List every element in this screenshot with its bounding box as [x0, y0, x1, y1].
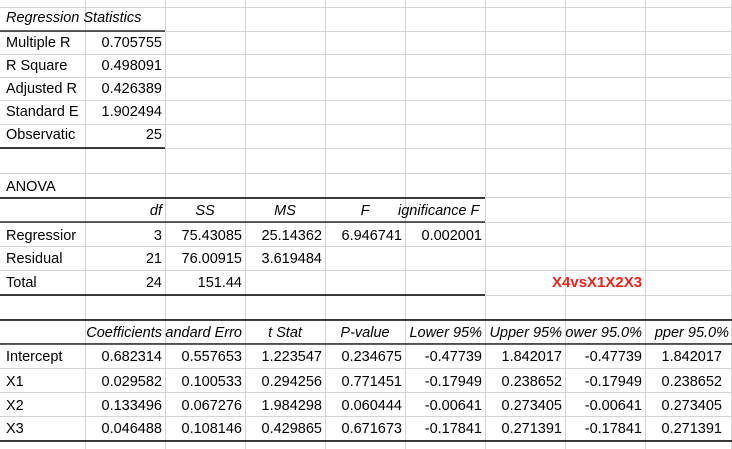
coef-cell[interactable]: 0.067276 [181, 398, 242, 414]
coef-header-lower-95[interactable]: Lower 95% [409, 325, 482, 341]
coef-cell[interactable]: 0.100533 [181, 374, 242, 390]
coef-cell[interactable]: -0.17949 [424, 374, 482, 390]
anova-header-significance-f[interactable]: ignificance F [398, 203, 480, 219]
anova-header-f[interactable]: F [360, 203, 370, 219]
coef-cell[interactable]: 0.238652 [501, 374, 562, 390]
coef-cell[interactable]: -0.00641 [584, 398, 642, 414]
stat-value-observations[interactable]: 25 [145, 127, 162, 143]
coef-cell[interactable]: 0.671673 [341, 421, 402, 437]
coef-cell[interactable]: 0.238652 [661, 374, 722, 390]
anova-total-df[interactable]: 24 [145, 275, 162, 291]
anova-regression-significance-f[interactable]: 0.002001 [421, 228, 482, 244]
stat-label-adjusted-r[interactable]: Adjusted R [6, 81, 77, 97]
stat-label-standard-error[interactable]: Standard E [6, 104, 79, 120]
anova-total-ss[interactable]: 151.44 [197, 275, 242, 291]
coef-label-intercept[interactable]: Intercept [6, 349, 63, 365]
coef-cell[interactable]: 0.273405 [501, 398, 562, 414]
coef-cell[interactable]: 0.271391 [501, 421, 562, 437]
stat-value-standard-error[interactable]: 1.902494 [101, 104, 162, 120]
stat-label-multiple-r[interactable]: Multiple R [6, 35, 71, 51]
coef-cell[interactable]: -0.17841 [584, 421, 642, 437]
anova-regression-f[interactable]: 6.946741 [341, 228, 402, 244]
stat-value-multiple-r[interactable]: 0.705755 [101, 35, 162, 51]
coef-header-t-stat[interactable]: t Stat [268, 325, 302, 341]
coef-cell[interactable]: 0.133496 [101, 398, 162, 414]
coef-header-standard-error[interactable]: andard Erro [165, 325, 242, 341]
coef-cell[interactable]: 0.294256 [261, 374, 322, 390]
coef-cell[interactable]: 0.271391 [661, 421, 722, 437]
anova-title[interactable]: ANOVA [6, 179, 56, 195]
coef-label-x3[interactable]: X3 [6, 421, 24, 437]
coef-cell[interactable]: 0.771451 [341, 374, 402, 390]
stat-label-observations[interactable]: Observatic [6, 127, 76, 143]
coef-cell[interactable]: 0.557653 [181, 349, 242, 365]
coef-cell[interactable]: -0.47739 [584, 349, 642, 365]
coef-label-x2[interactable]: X2 [6, 398, 24, 414]
coef-cell[interactable]: -0.17949 [584, 374, 642, 390]
model-label[interactable]: X4vsX1X2X3 [552, 274, 643, 291]
coef-header-upper-95-0[interactable]: pper 95.0% [654, 325, 729, 341]
coef-cell[interactable]: 1.842017 [661, 349, 722, 365]
coef-cell[interactable]: 1.842017 [501, 349, 562, 365]
coef-label-x1[interactable]: X1 [6, 374, 24, 390]
coef-cell[interactable]: 0.060444 [341, 398, 402, 414]
coef-cell[interactable]: 0.029582 [101, 374, 162, 390]
coef-cell[interactable]: 0.046488 [101, 421, 162, 437]
coef-cell[interactable]: -0.47739 [424, 349, 482, 365]
coef-cell[interactable]: 0.429865 [261, 421, 322, 437]
anova-header-ss[interactable]: SS [195, 203, 215, 219]
anova-residual-ms[interactable]: 3.619484 [261, 251, 322, 267]
coef-header-lower-95-0[interactable]: ower 95.0% [565, 325, 642, 341]
coef-header-coefficients[interactable]: Coefficients [86, 325, 162, 341]
anova-label-total[interactable]: Total [6, 275, 37, 291]
anova-header-ms[interactable]: MS [274, 203, 296, 219]
coef-cell[interactable]: 0.234675 [341, 349, 402, 365]
stat-label-r-square[interactable]: R Square [6, 58, 68, 74]
anova-residual-df[interactable]: 21 [145, 251, 162, 267]
anova-label-residual[interactable]: Residual [6, 251, 63, 267]
anova-regression-ss[interactable]: 75.43085 [181, 228, 242, 244]
coef-cell[interactable]: 0.682314 [101, 349, 162, 365]
stat-value-adjusted-r[interactable]: 0.426389 [101, 81, 162, 97]
coef-cell[interactable]: -0.17841 [424, 421, 482, 437]
coef-cell[interactable]: 0.108146 [181, 421, 242, 437]
anova-regression-df[interactable]: 3 [153, 228, 162, 244]
coef-cell[interactable]: -0.00641 [424, 398, 482, 414]
anova-header-df[interactable]: df [149, 203, 162, 219]
anova-regression-ms[interactable]: 25.14362 [261, 228, 322, 244]
stat-value-r-square[interactable]: 0.498091 [101, 58, 162, 74]
coef-cell[interactable]: 1.223547 [261, 349, 322, 365]
coef-cell[interactable]: 0.273405 [661, 398, 722, 414]
coef-cell[interactable]: 1.984298 [261, 398, 322, 414]
coef-header-upper-95[interactable]: Upper 95% [489, 325, 562, 341]
anova-residual-ss[interactable]: 76.00915 [181, 251, 242, 267]
coef-header-p-value[interactable]: P-value [340, 325, 390, 341]
regression-statistics-title[interactable]: Regression Statistics [6, 10, 142, 26]
anova-label-regression[interactable]: Regressior [6, 228, 77, 244]
